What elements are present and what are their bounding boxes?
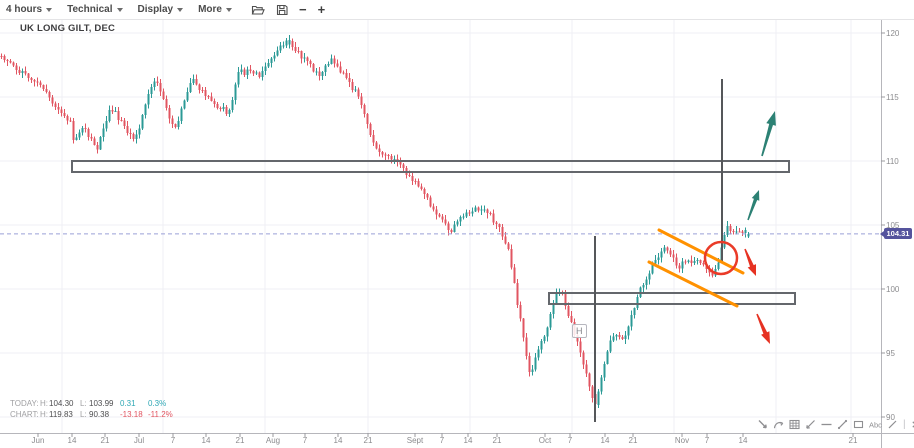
resistance-box-110[interactable] [71,160,790,173]
time-tick-label: Oct [538,436,552,445]
up-arrow-small[interactable] [747,190,760,221]
price-tick-label: 120 [886,28,900,38]
display-menu[interactable]: Display [138,4,184,15]
time-tick-label: 21 [628,436,638,445]
text-icon[interactable]: Abc [868,418,883,431]
timeframe-menu[interactable]: 4 hours [6,4,53,15]
time-tick-label: 7 [439,436,445,445]
segment-icon[interactable] [836,418,849,431]
time-tick-label: Sept [406,436,424,445]
today-low-value: 103.99 [89,399,114,408]
flag-upper-trendline[interactable] [657,228,745,275]
last-price-badge: 104.31 [880,228,912,239]
h-text-annotation[interactable]: H [572,324,587,338]
time-tick-label: 14 [333,436,343,445]
time-tick-label: Jun [31,436,45,445]
svg-text:Abc: Abc [869,420,882,429]
today-change-pct: 0.3% [148,399,167,408]
time-tick-label: 7 [302,436,308,445]
up-arrow-large[interactable] [761,111,776,157]
time-axis[interactable]: Jun 14 21 Jul 7 14 21 Aug 7 14 21 Sept 7 14 21 Oct 7 14 21… [0,434,914,448]
candlestick-series[interactable] [0,35,750,413]
down-arrow-lower[interactable] [756,313,770,344]
time-tick-label: 7 [704,436,710,445]
caret-down-icon [226,8,232,12]
time-tick-label: 7 [170,436,176,445]
zoom-out-button[interactable]: − [299,1,307,17]
last-price-value: 104.31 [886,229,910,238]
time-tick-label: Nov [674,436,690,445]
drawing-toolbar: Abc | [756,415,914,433]
time-tick-label: Aug [265,436,281,445]
technical-menu[interactable]: Technical [67,4,123,15]
price-tick-label: 105 [886,220,900,230]
open-folder-icon[interactable] [251,4,265,16]
price-tick-label: 90 [886,412,895,422]
time-tick-label: 14 [67,436,77,445]
grid-icon[interactable] [788,418,801,431]
today-change-value: 0.31 [120,399,136,408]
chart-change-value: -13.18 [120,410,143,419]
diagonal-line-icon[interactable] [886,418,899,431]
caret-down-icon [177,8,184,12]
time-tick-label: 21 [100,436,110,445]
chart-change-pct: -11.2% [148,410,173,419]
time-tick-label: 21 [363,436,373,445]
grid-layer [0,20,881,433]
low-label: L: [80,399,87,408]
close-icon[interactable] [910,419,914,430]
today-high-value: 104.30 [49,399,74,408]
display-label: Display [137,4,174,15]
more-menu[interactable]: More [198,4,232,15]
time-tick-label: 14 [463,436,473,445]
breakout-circle[interactable] [703,240,739,276]
curved-arrow-icon[interactable] [772,418,785,431]
price-tick-label: 115 [886,92,899,102]
toolbar-divider: | [903,418,906,430]
time-tick-label: 21 [492,436,502,445]
high-label: H: [40,399,48,408]
horizontal-line-icon[interactable] [820,418,833,431]
down-arrow-upper[interactable] [744,248,756,276]
support-box-99[interactable] [548,292,796,305]
chart-high-value: 119.83 [49,410,73,419]
time-tick-label: 21 [848,436,858,445]
trendline-arrow-icon[interactable] [804,418,817,431]
time-tick-label: 21 [235,436,245,445]
today-summary-row: TODAY:H:104.30 L: 103.99 0.31 0.3% [10,398,178,409]
chart-low-value: 90.38 [89,410,110,419]
price-axis[interactable]: 120 115 110 105 100 95 90 [886,20,914,433]
caret-down-icon [116,8,123,12]
time-tick-label: 14 [738,436,748,445]
price-summary-legend: TODAY:H:104.30 L: 103.99 0.31 0.3% CHART:H:1… [10,398,178,420]
save-icon[interactable] [276,4,288,16]
chart-label: CHART: [10,410,39,419]
more-label: More [198,4,222,15]
cursor-icon[interactable] [756,418,769,431]
time-tick-label: 14 [201,436,211,445]
technical-label: Technical [67,4,113,15]
flag-lower-trendline[interactable] [647,260,739,308]
time-tick-label: 7 [567,436,573,445]
zoom-in-button[interactable]: + [317,1,326,17]
low-label: L: [80,410,87,419]
symbol-label: UK LONG GILT, DEC [20,23,116,34]
today-label: TODAY: [10,399,39,408]
price-tick-label: 95 [886,348,895,358]
time-tick-label: Jul [133,436,145,445]
chart-summary-row: CHART:H:119.83 L: 90.38 -13.18 -11.2% [10,409,178,420]
price-tick-label: 100 [886,284,900,294]
high-label: H: [40,410,48,419]
caret-down-icon [46,8,53,12]
time-tick-label: 14 [600,436,610,445]
price-tick-label: 110 [886,156,899,166]
top-toolbar: 4 hours Technical Display More − + [0,0,914,20]
timeframe-label: 4 hours [6,4,43,15]
rectangle-icon[interactable] [852,418,865,431]
